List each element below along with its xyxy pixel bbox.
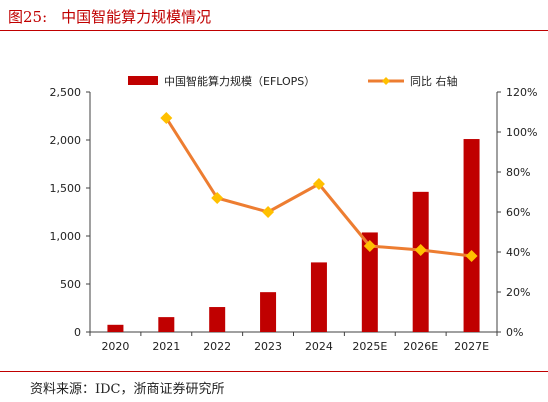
y-left-tick-label: 1,500	[50, 182, 82, 195]
bar	[158, 317, 175, 332]
legend-bar-swatch	[128, 76, 158, 85]
y-left-tick-label: 500	[60, 278, 81, 291]
x-tick-label: 2023	[254, 340, 282, 353]
legend-line-label: 同比 右轴	[410, 74, 458, 88]
title-rule	[0, 30, 548, 31]
bar	[463, 139, 480, 332]
legend-line-marker	[382, 77, 390, 85]
x-tick-label: 2021	[152, 340, 180, 353]
bar	[412, 191, 429, 332]
x-tick-label: 2020	[101, 340, 129, 353]
figure-label: 图25:	[8, 8, 48, 26]
figure-title: 图25: 中国智能算力规模情况	[8, 6, 211, 27]
bar	[107, 324, 124, 332]
source-note: 资料来源：IDC，浙商证券研究所	[30, 382, 225, 397]
yoy-marker	[211, 192, 224, 204]
y-right-tick-label: 120%	[506, 86, 537, 99]
yoy-marker	[465, 250, 478, 262]
chart: 0 500 1,000 1,500 2,000 2,500 0% 20% 40% 60% 80% 10…	[50, 74, 538, 353]
yoy-marker	[312, 178, 325, 190]
yoy-marker	[262, 206, 275, 218]
y-right-tick-label: 60%	[506, 206, 530, 219]
yoy-marker	[414, 244, 427, 256]
bar	[361, 232, 378, 332]
x-tick-label: 2025E	[352, 340, 387, 353]
y-right-tick-label: 20%	[506, 286, 530, 299]
y-left-tick-label: 1,000	[50, 230, 82, 243]
x-tick-label: 2022	[203, 340, 231, 353]
y-right-tick-label: 40%	[506, 246, 530, 259]
y-left-tick-label: 2,500	[50, 86, 82, 99]
y-right-tick-label: 80%	[506, 166, 530, 179]
y-left-tick-label: 0	[74, 326, 81, 339]
y-right-tick-label: 100%	[506, 126, 537, 139]
bar	[260, 292, 277, 332]
legend-bar-label: 中国智能算力规模（EFLOPS）	[164, 74, 315, 88]
y-right-tick-label: 0%	[506, 326, 523, 339]
yoy-marker	[160, 112, 173, 124]
source-rule	[0, 371, 548, 372]
bar	[209, 307, 226, 332]
x-tick-label: 2024	[305, 340, 333, 353]
bar	[310, 262, 327, 332]
figure-title-text: 中国智能算力规模情况	[61, 8, 212, 26]
x-tick-label: 2026E	[403, 340, 438, 353]
x-tick-label: 2027E	[454, 340, 489, 353]
y-left-tick-label: 2,000	[50, 134, 82, 147]
yoy-marker	[363, 240, 376, 252]
